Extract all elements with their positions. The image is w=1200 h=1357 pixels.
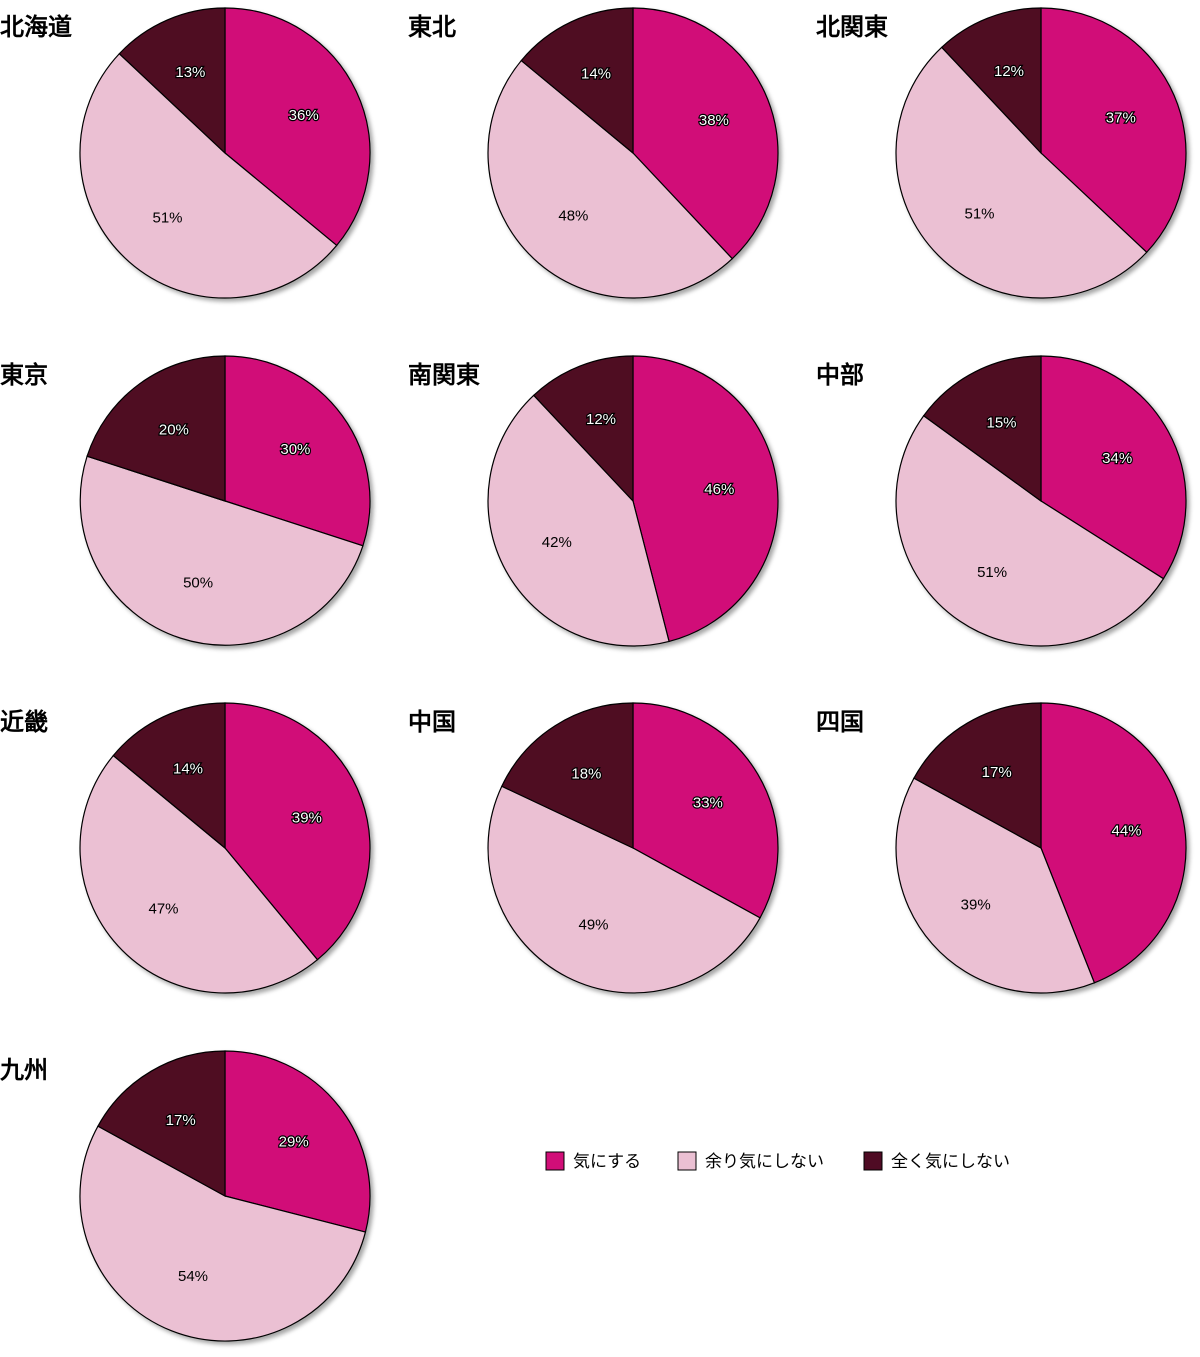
pie-slice: [224, 7, 371, 247]
pie-slice: [895, 414, 1165, 647]
slice-value-label: 38%: [699, 112, 729, 129]
slice-value-label: 37%: [1106, 109, 1136, 126]
pie-chart-2: 北関東 37% 51% 12%: [816, 7, 1187, 299]
legend-item: 全く気にしない: [863, 1151, 1010, 1172]
pie-chart-8: 四国 44% 39% 17%: [816, 702, 1187, 994]
chart-title: 北関東: [816, 13, 888, 41]
pie-slice: [1040, 702, 1187, 984]
pie-chart-0: 北海道 36% 51% 13%: [0, 7, 371, 299]
pie-chart-6: 近畿 39% 47% 14%: [0, 702, 371, 994]
slice-value-label: 49%: [578, 916, 608, 933]
chart-title: 近畿: [0, 708, 48, 736]
slice-value-label: 46%: [704, 481, 734, 498]
pie-slice: [940, 7, 1042, 155]
chart-title: 九州: [0, 1056, 48, 1084]
slice-value-label: 33%: [693, 795, 723, 812]
legend-swatch: [545, 1151, 565, 1171]
pie-slice: [79, 455, 364, 646]
chart-title: 東京: [0, 361, 48, 389]
pie-slice: [112, 702, 226, 850]
slice-value-label: 34%: [1102, 450, 1132, 467]
pie-chart-5: 中部 34% 51% 15%: [816, 355, 1187, 647]
legend-label: 全く気にしない: [891, 1152, 1010, 1172]
pie-slice: [1040, 7, 1187, 254]
slice-value-label: 39%: [292, 809, 322, 826]
slice-value-label: 20%: [159, 422, 189, 439]
slice-value-label: 30%: [280, 441, 310, 458]
legend-label: 気にする: [573, 1152, 641, 1172]
pie-slice: [895, 777, 1096, 994]
slice-value-label: 14%: [173, 760, 203, 777]
pie-slice: [532, 355, 634, 503]
slice-value-label: 51%: [964, 205, 994, 222]
pie-slice: [922, 355, 1042, 503]
slice-value-label: 51%: [152, 209, 182, 226]
slice-value-label: 18%: [571, 765, 601, 782]
slice-value-label: 50%: [183, 575, 213, 592]
chart-title: 中国: [408, 708, 456, 736]
pie-slice: [895, 46, 1148, 299]
slice-value-label: 39%: [961, 896, 991, 913]
slice-value-label: 48%: [558, 207, 588, 224]
pie-slice: [487, 394, 670, 647]
slice-value-label: 12%: [586, 411, 616, 428]
slice-value-label: 47%: [148, 900, 178, 917]
slice-value-label: 42%: [542, 534, 572, 551]
pie-slice: [520, 7, 634, 155]
chart-title: 四国: [816, 708, 864, 736]
pie-chart-7: 中国 33% 49% 18%: [408, 702, 779, 994]
pie-slice: [79, 52, 338, 299]
pie-slice: [86, 355, 226, 502]
slice-value-label: 17%: [982, 764, 1012, 781]
pie-slice: [632, 702, 779, 919]
legend-item: 気にする: [545, 1151, 641, 1172]
slice-value-label: 54%: [178, 1268, 208, 1285]
pie-slice: [224, 1050, 371, 1233]
chart-title: 中部: [816, 361, 864, 389]
pie-slice: [79, 1125, 367, 1342]
pie-slice: [1040, 355, 1187, 580]
pie-slice: [487, 785, 761, 994]
pie-slice: [913, 702, 1042, 850]
slice-value-label: 29%: [279, 1134, 309, 1151]
pie-chart-9: 九州 29% 54% 17%: [0, 1050, 371, 1342]
legend-swatch: [677, 1151, 697, 1171]
pie-slice: [487, 59, 734, 299]
pie-slice: [632, 7, 779, 260]
slice-value-label: 36%: [289, 107, 319, 124]
slice-value-label: 15%: [986, 414, 1016, 431]
legend-item: 余り気にしない: [677, 1151, 824, 1172]
pie-slice: [118, 7, 226, 155]
pie-slice: [97, 1050, 226, 1198]
pie-slice: [224, 702, 371, 961]
slice-value-label: 12%: [994, 63, 1024, 80]
pie-chart-1: 東北 38% 48% 14%: [408, 7, 779, 299]
pie-slice: [224, 355, 371, 547]
legend-label: 余り気にしない: [705, 1152, 824, 1172]
slice-value-label: 17%: [166, 1112, 196, 1129]
legend-swatch: [863, 1151, 883, 1171]
pie-chart-3: 東京 30% 50% 20%: [0, 355, 371, 646]
pie-slice: [632, 355, 779, 643]
chart-title: 北海道: [0, 13, 72, 41]
pie-slice: [501, 702, 634, 849]
pie-chart-4: 南関東 46% 42% 12%: [408, 355, 779, 647]
pie-slice: [79, 754, 319, 994]
chart-title: 東北: [408, 13, 456, 41]
slice-value-label: 44%: [1111, 823, 1141, 840]
slice-value-label: 13%: [175, 64, 205, 81]
slice-value-label: 51%: [977, 564, 1007, 581]
chart-title: 南関東: [408, 361, 480, 389]
slice-value-label: 14%: [581, 65, 611, 82]
